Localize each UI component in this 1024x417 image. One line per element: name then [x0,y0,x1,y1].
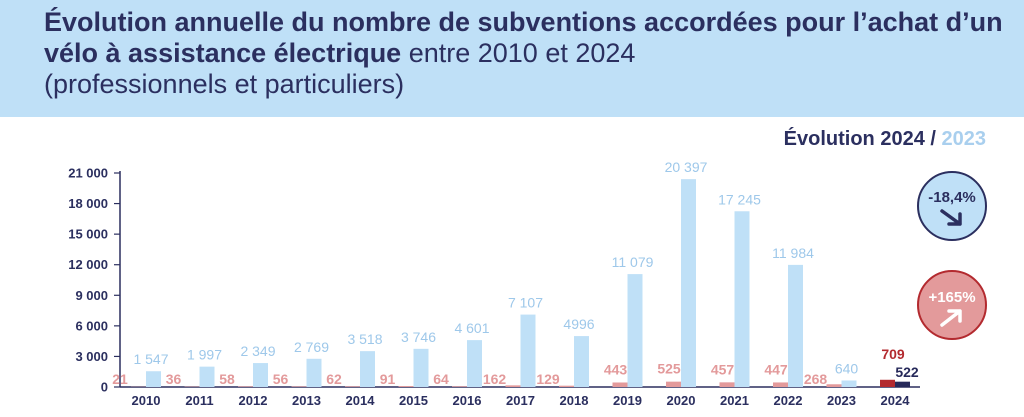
y-tick-label: 21 000 [68,166,108,181]
bar-2018-red [559,385,574,387]
evolution-label: Évolution 2024 / [783,128,936,150]
data-label-blue-2018: 4996 [563,316,594,332]
data-label-blue-2012: 2 349 [240,343,275,359]
chart-title: Évolution annuelle du nombre de subventi… [44,7,1004,100]
data-label-red-2020: 525 [657,361,681,377]
y-tick-label: 9 000 [75,288,108,303]
bar-2016-red [452,386,467,387]
data-label-blue-2014: 3 518 [347,331,382,347]
y-tick-label: 6 000 [75,318,108,333]
data-label-blue-2016: 4 601 [454,320,489,336]
chart-subtitle: (professionnels et particuliers) [44,69,405,99]
bar-2020-red [666,381,681,387]
x-tick-label: 2012 [239,393,268,408]
evolution-badge-blue-value: -18,4% [928,189,976,206]
x-tick-label: 2011 [185,393,213,408]
bar-2024-red [880,379,895,387]
data-label-blue-2024: 522 [895,364,919,380]
title-bold: Évolution annuelle du nombre de subventi… [44,7,1003,68]
up-right-arrow-icon [940,309,962,327]
x-tick-label: 2021 [720,393,749,408]
bar-2015-red [398,386,414,387]
x-tick-label: 2010 [132,393,161,408]
y-tick-label: 3 000 [75,349,108,364]
bar-2015-blue [413,348,429,387]
data-label-blue-2022: 11 984 [772,245,814,261]
x-tick-label: 2023 [827,393,856,408]
evolution-badge-red-value: +165% [928,289,975,306]
x-tick-label: 2016 [453,393,482,408]
data-label-red-2010: 21 [112,371,128,387]
bar-2021-red [719,382,735,387]
x-tick-label: 2018 [560,393,589,408]
data-label-blue-2023: 640 [835,360,859,376]
bar-2012-red [238,386,253,387]
bar-2024-blue [895,381,910,387]
bar-2022-red [773,382,788,387]
data-label-blue-2011: 1 997 [187,347,222,363]
bar-2023-blue [841,380,857,387]
x-tick-label: 2014 [346,393,376,408]
bar-2019-blue [627,274,643,387]
data-label-blue-2010: 1 547 [133,351,168,367]
y-tick-label: 0 [101,380,108,395]
x-tick-label: 2022 [774,393,803,408]
data-label-red-2016: 64 [433,371,449,387]
data-label-red-2023: 268 [804,371,828,387]
data-label-red-2019: 443 [604,361,628,377]
bar-2018-blue [574,336,589,387]
data-label-blue-2015: 3 746 [401,329,436,345]
bar-2014-blue [360,351,375,387]
data-label-blue-2021: 17 245 [718,191,761,207]
data-label-blue-2019: 11 079 [612,254,654,270]
bar-2020-blue [681,179,696,387]
bar-2021-blue [734,211,750,387]
bar-2010-blue [146,371,161,387]
x-tick-label: 2019 [613,393,642,408]
bar-2014-red [345,386,360,387]
x-tick-label: 2024 [881,393,911,408]
x-tick-label: 2017 [506,393,535,408]
title-banner [0,0,1024,117]
x-tick-label: 2013 [292,393,321,408]
bar-2019-red [612,382,628,387]
bar-2016-blue [467,340,482,387]
data-label-red-2013: 56 [273,371,289,387]
data-label-red-2018: 129 [536,371,560,387]
evolution-year-ref: 2023 [941,128,987,150]
data-label-red-2015: 91 [380,371,396,387]
bar-2013-red [291,386,307,387]
data-label-red-2021: 457 [711,361,735,377]
data-label-red-2012: 58 [219,371,235,387]
x-tick-label: 2020 [667,393,696,408]
data-label-red-2014: 62 [326,371,342,387]
data-label-blue-2013: 2 769 [294,339,329,355]
bar-2017-blue [520,314,536,387]
bar-2022-blue [788,264,803,387]
y-tick-label: 12 000 [68,257,108,272]
down-right-arrow-icon [940,209,962,226]
bar-2011-blue [199,366,215,387]
bar-2013-blue [306,358,322,387]
bar-2017-red [505,385,521,387]
y-tick-label: 15 000 [68,227,108,242]
evolution-heading: Évolution 2024 / 2023 [784,128,986,151]
title-rest: entre 2010 et 2024 [401,38,636,68]
y-tick-label: 18 000 [68,196,108,211]
x-tick-label: 2015 [399,393,428,408]
bar-2023-red [826,384,842,387]
data-label-red-2017: 162 [483,371,507,387]
data-label-blue-2017: 7 107 [508,295,543,311]
evolution-badge-red [917,270,987,340]
data-label-red-2011: 36 [166,371,182,387]
evolution-badge-blue [917,171,987,241]
bar-2012-blue [253,363,268,387]
data-label-blue-2020: 20 397 [665,159,708,175]
data-label-red-2024: 709 [881,346,905,362]
data-label-red-2022: 447 [764,361,788,377]
